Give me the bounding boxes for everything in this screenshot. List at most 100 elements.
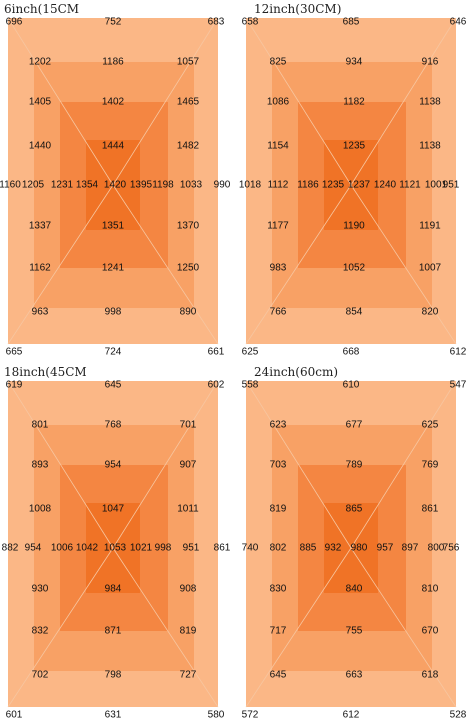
value-mid-6: 800 — [428, 543, 445, 554]
diagonal-line — [350, 17, 457, 186]
value-right-edge: 756 — [443, 543, 460, 554]
panel-separator — [234, 0, 236, 727]
diagonal-line — [245, 380, 352, 549]
value-r8-1: 663 — [346, 670, 363, 681]
value-right-edge: 861 — [214, 543, 231, 554]
value-r4-1: 1047 — [102, 504, 125, 515]
value-corner-top-left: 558 — [242, 380, 259, 391]
value-r6-2: 1370 — [177, 221, 200, 232]
panel-title: 12inch(30CM) — [254, 2, 342, 16]
value-r4-0: 1440 — [29, 141, 52, 152]
value-r8-0: 702 — [32, 670, 49, 681]
value-r7-1: 871 — [105, 626, 122, 637]
value-r2-1: 677 — [346, 420, 363, 431]
value-mid-2: 1354 — [76, 180, 99, 191]
ppfd-map: 619 645 602 601 631 580 882 861 801 768 701 893 954 9… — [2, 380, 231, 721]
value-r2-0: 801 — [32, 420, 49, 431]
value-mid-2: 932 — [325, 543, 342, 554]
value-mid-3: 1053 — [104, 543, 127, 554]
value-corner-bottom-right: 661 — [208, 347, 225, 358]
value-r8-2: 820 — [422, 307, 439, 318]
diagonal-line — [350, 184, 457, 345]
value-mid-3: 1237 — [348, 180, 371, 191]
value-corner-bottom-right: 528 — [450, 710, 467, 721]
value-mid-6: 1001 — [425, 180, 448, 191]
value-r8-1: 998 — [105, 307, 122, 318]
value-r6-1: 1190 — [343, 221, 365, 232]
value-corner-top-left: 696 — [6, 17, 23, 28]
value-top-edge: 645 — [105, 380, 122, 391]
value-r6-0: 830 — [270, 584, 287, 595]
ppfd-map: 658 685 646 625 668 612 1018 951 825 934 916 1086 11… — [239, 17, 467, 358]
value-mid-1: 1186 — [297, 180, 319, 191]
value-r6-1: 1351 — [102, 221, 125, 232]
value-r3-0: 1086 — [267, 97, 290, 108]
value-r8-2: 618 — [422, 670, 439, 681]
value-corner-bottom-right: 580 — [208, 710, 225, 721]
value-left-edge: 1018 — [239, 180, 262, 191]
value-r8-2: 727 — [180, 670, 197, 681]
value-r2-2: 701 — [180, 420, 197, 431]
value-r7-0: 983 — [270, 263, 287, 274]
value-r6-0: 1177 — [267, 221, 289, 232]
value-corner-top-left: 658 — [242, 17, 259, 28]
value-bottom-edge: 631 — [105, 710, 122, 721]
value-top-edge: 752 — [105, 17, 122, 28]
value-r8-0: 766 — [270, 307, 287, 318]
value-r4-1: 1235 — [343, 141, 366, 152]
value-r8-0: 963 — [32, 307, 49, 318]
value-r7-0: 1162 — [29, 263, 51, 274]
value-mid-3: 1420 — [104, 180, 127, 191]
diagonal-line — [7, 17, 114, 186]
diagonal-line — [245, 184, 352, 345]
value-r3-2: 1138 — [419, 97, 441, 108]
value-r6-1: 984 — [105, 584, 122, 595]
value-mid-2: 1042 — [76, 543, 99, 554]
value-r2-1: 1186 — [102, 57, 124, 68]
value-mid-5: 1121 — [399, 180, 421, 191]
value-corner-bottom-left: 625 — [242, 347, 259, 358]
value-r6-0: 930 — [32, 584, 49, 595]
value-r2-2: 1057 — [177, 57, 200, 68]
value-r4-2: 861 — [422, 504, 439, 515]
value-r2-1: 768 — [105, 420, 122, 431]
value-r7-2: 1007 — [419, 263, 442, 274]
ppfd-map: 696 752 683 665 724 661 1160 990 1202 1186 1057 140… — [0, 17, 231, 358]
value-mid-4: 1240 — [374, 180, 397, 191]
value-top-edge: 610 — [343, 380, 360, 391]
value-corner-top-right: 646 — [450, 17, 467, 28]
value-r7-2: 1250 — [177, 263, 200, 274]
value-bottom-edge: 612 — [343, 710, 360, 721]
value-r4-1: 865 — [346, 504, 363, 515]
value-r3-0: 703 — [270, 460, 287, 471]
value-mid-5: 1198 — [152, 180, 174, 191]
value-mid-1: 1231 — [51, 180, 74, 191]
diagonal-line — [7, 184, 114, 345]
value-corner-top-right: 547 — [450, 380, 467, 391]
value-mid-1: 1006 — [51, 543, 74, 554]
value-r4-1: 1444 — [102, 141, 125, 152]
value-mid-4: 1395 — [130, 180, 153, 191]
value-r7-0: 832 — [32, 626, 49, 637]
value-mid-5: 998 — [155, 543, 172, 554]
value-corner-bottom-left: 572 — [242, 710, 259, 721]
value-corner-top-right: 602 — [208, 380, 225, 391]
value-mid-2: 1235 — [322, 180, 345, 191]
diagonal-line — [350, 380, 457, 549]
value-r3-1: 1182 — [343, 97, 365, 108]
value-mid-1: 885 — [300, 543, 317, 554]
value-corner-bottom-right: 612 — [450, 347, 467, 358]
value-mid-6: 951 — [183, 543, 200, 554]
diagonal-line — [7, 547, 114, 708]
value-r2-0: 1202 — [29, 57, 52, 68]
value-r6-0: 1337 — [29, 221, 52, 232]
value-r4-2: 1138 — [419, 141, 441, 152]
value-r7-1: 755 — [346, 626, 363, 637]
value-r4-0: 1154 — [267, 141, 289, 152]
value-mid-4: 957 — [377, 543, 394, 554]
value-r8-2: 890 — [180, 307, 197, 318]
value-r3-2: 907 — [180, 460, 197, 471]
value-r2-2: 625 — [422, 420, 439, 431]
value-r8-1: 854 — [346, 307, 363, 318]
value-r7-2: 670 — [422, 626, 439, 637]
